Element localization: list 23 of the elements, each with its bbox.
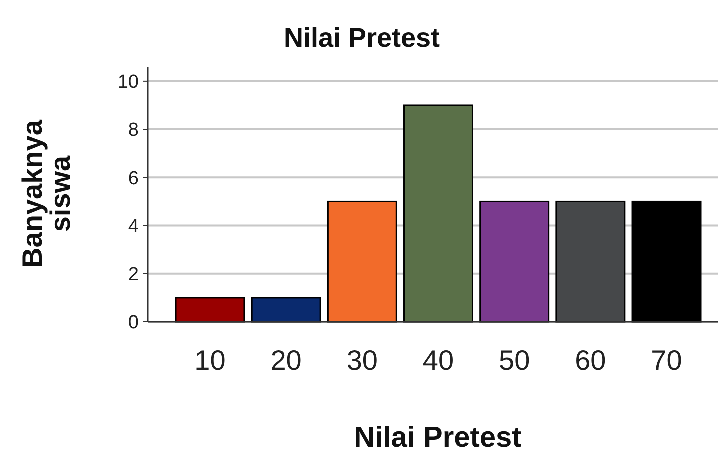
x-tick-label: 30: [346, 345, 378, 376]
bar: [632, 200, 702, 323]
bar: [327, 200, 398, 323]
y-tick-label: 4: [128, 216, 140, 238]
x-tick-label: 50: [499, 345, 530, 376]
x-axis-title: Nilai Pretest: [354, 422, 522, 450]
y-tick-label: 2: [128, 264, 139, 286]
x-tick-label: 70: [651, 345, 682, 376]
chart-title: Nilai Pretest: [284, 23, 440, 53]
bar: [251, 297, 322, 323]
y-tick-label: 8: [128, 120, 139, 142]
x-tick-label: 10: [194, 345, 226, 376]
y-axis-title: Banyaknya siswa: [17, 120, 76, 268]
bar: [175, 297, 246, 323]
y-tick-label: 6: [128, 168, 139, 190]
x-tick-label: 60: [575, 345, 606, 376]
bar: [480, 200, 550, 323]
y-tick-label: 10: [118, 72, 139, 94]
bar: [556, 200, 626, 323]
bar: [404, 104, 474, 323]
x-tick-label: 40: [422, 345, 454, 376]
y-tick-label: 0: [128, 312, 139, 334]
x-tick-label: 20: [270, 345, 302, 376]
